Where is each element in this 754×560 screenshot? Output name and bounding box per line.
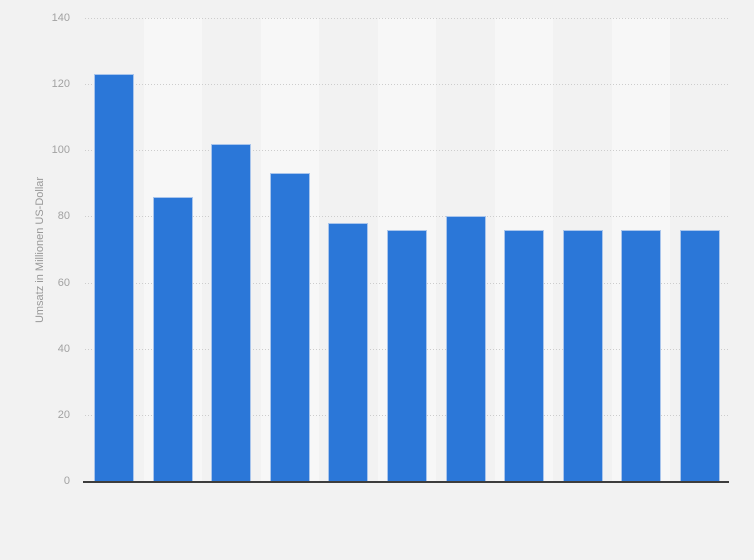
- grid-line: [85, 150, 729, 152]
- x-axis-line: [83, 481, 729, 483]
- grid-line: [85, 84, 729, 86]
- bar[interactable]: [152, 196, 193, 481]
- grid-line: [85, 216, 729, 218]
- bar[interactable]: [387, 229, 427, 481]
- y-axis-tick-label: 100: [51, 144, 70, 157]
- grid-line: [85, 18, 729, 19]
- bar[interactable]: [679, 229, 720, 481]
- y-axis-tick-label: 60: [57, 276, 70, 289]
- bar[interactable]: [621, 229, 662, 481]
- y-axis-tick-label: 40: [57, 342, 70, 355]
- bar[interactable]: [504, 229, 545, 481]
- bar[interactable]: [211, 143, 252, 481]
- y-axis-tick-label: 80: [57, 210, 70, 223]
- y-axis-tick-label: 140: [51, 12, 70, 24]
- bar[interactable]: [562, 229, 603, 481]
- bar[interactable]: [94, 74, 135, 481]
- bar[interactable]: [269, 173, 310, 481]
- y-axis-tick-label: 20: [57, 408, 70, 421]
- bar[interactable]: [328, 223, 369, 481]
- y-axis-title: Umsatz in Millionen US-Dollar: [34, 176, 46, 323]
- bar[interactable]: [445, 216, 486, 481]
- y-axis-tick-label: 120: [51, 78, 70, 91]
- y-axis-tick-label: 0: [63, 475, 70, 487]
